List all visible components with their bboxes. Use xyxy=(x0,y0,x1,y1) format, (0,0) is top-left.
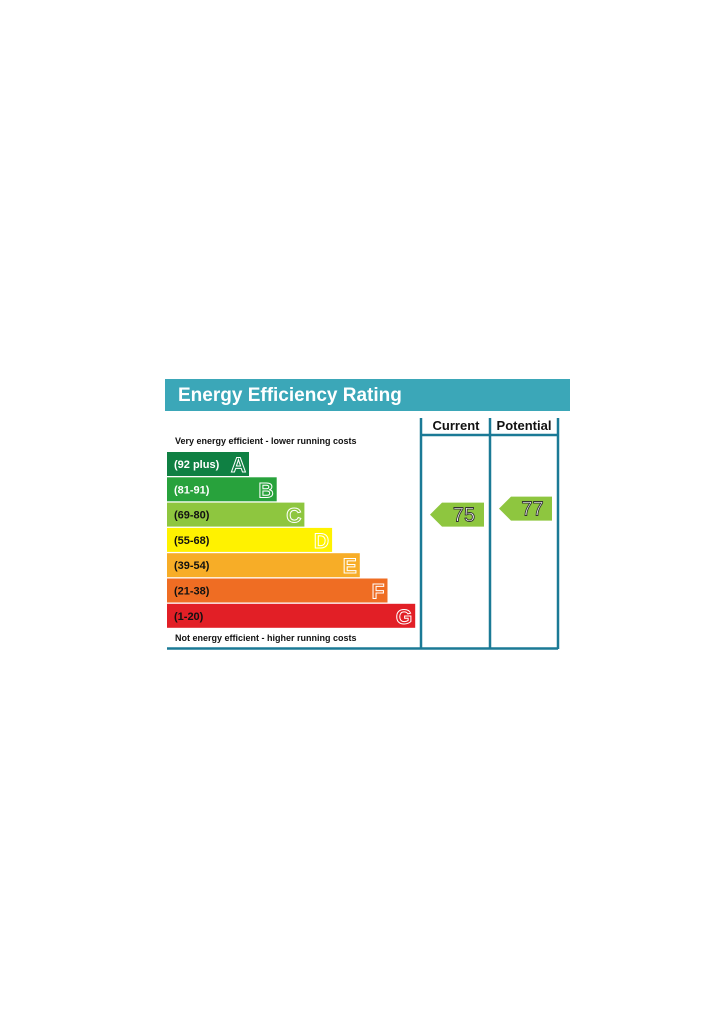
band-bar xyxy=(167,578,388,603)
band-a: (92 plus) A xyxy=(167,452,249,478)
band-bar xyxy=(167,452,249,476)
band-bar xyxy=(167,553,360,578)
potential-rating-arrow: 77 xyxy=(499,496,552,521)
rating-bands: (92 plus) A(81-91) B(69-80) C(55-68) D(39-54… xyxy=(167,452,416,629)
chart-frame xyxy=(167,418,560,650)
bottom-caption: Not energy efficient - higher running co… xyxy=(175,633,357,643)
band-letter: G xyxy=(396,606,412,629)
potential-rating-arrow-value: 77 xyxy=(521,499,543,521)
band-e: (39-54) E xyxy=(167,553,360,579)
band-range-label: (39-54) xyxy=(174,560,210,572)
top-caption: Very energy efficient - lower running co… xyxy=(175,436,357,446)
band-range-label: (1-20) xyxy=(174,611,204,623)
band-f: (21-38) F xyxy=(167,578,388,604)
band-bar xyxy=(167,477,277,502)
rating-arrows: 75 77 xyxy=(430,496,552,527)
band-letter: D xyxy=(314,530,329,553)
band-bar xyxy=(167,502,305,527)
band-letter: B xyxy=(259,479,274,502)
band-b: (81-91) B xyxy=(167,477,277,503)
current-rating-arrow-shape xyxy=(430,502,484,527)
band-range-label: (69-80) xyxy=(174,510,210,522)
band-range-label: (81-91) xyxy=(174,484,210,496)
potential-rating-arrow-shape xyxy=(499,496,552,521)
column-header-potential: Potential xyxy=(497,418,552,433)
band-letter: E xyxy=(343,555,357,578)
band-range-label: (55-68) xyxy=(174,535,210,547)
band-letter: C xyxy=(286,505,301,528)
band-letter: F xyxy=(372,581,385,604)
chart-title: Energy Efficiency Rating xyxy=(178,385,402,406)
band-range-label: (92 plus) xyxy=(174,459,220,471)
band-g: (1-20) G xyxy=(167,603,416,629)
band-letter: A xyxy=(231,454,246,477)
band-d: (55-68) D xyxy=(167,527,333,553)
band-range-label: (21-38) xyxy=(174,586,210,598)
current-rating-arrow: 75 xyxy=(430,502,484,527)
column-header-current: Current xyxy=(433,418,481,433)
band-c: (69-80) C xyxy=(167,502,305,528)
band-bar xyxy=(167,603,416,628)
band-bar xyxy=(167,527,333,552)
current-rating-arrow-value: 75 xyxy=(453,505,475,527)
title-bar xyxy=(165,379,570,411)
